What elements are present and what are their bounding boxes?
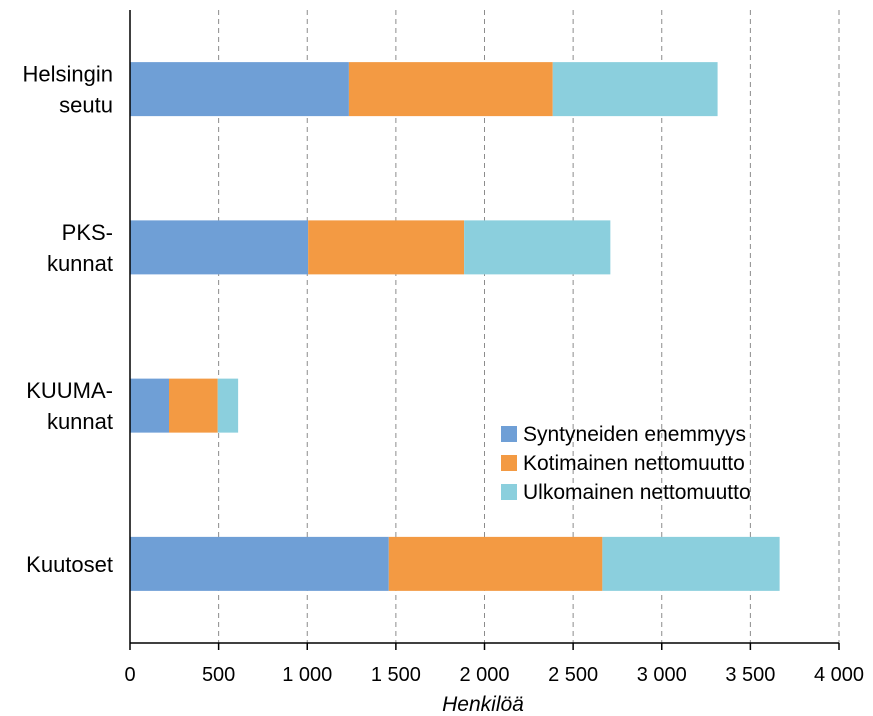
legend-swatch-2 — [501, 484, 517, 500]
x-tick-label-7: 3 500 — [725, 664, 775, 686]
x-axis-title: Henkilöä — [442, 693, 524, 716]
legend: Syntyneiden enemmyys Kotimainen nettomuut… — [501, 423, 751, 504]
category-label-2: KUUMA-kunnat — [26, 378, 113, 434]
bar-0-0 — [130, 62, 349, 117]
bar-3-2 — [602, 536, 780, 591]
bar-1-1 — [308, 220, 465, 275]
bar-2-2 — [217, 378, 239, 433]
category-labels: Helsingin seutuPKS-kunnatKUUMA-kunnatKuut… — [23, 62, 114, 577]
bar-2-1 — [168, 378, 218, 433]
category-label-line: KUUMA- — [26, 378, 113, 403]
category-label-1: PKS-kunnat — [47, 220, 113, 276]
axes — [129, 10, 840, 650]
category-label-0: Helsingin seutu — [23, 62, 114, 118]
bar-0-1 — [348, 62, 553, 117]
x-tick-label-2: 1 000 — [282, 664, 332, 686]
x-tick-label-8: 4 000 — [814, 664, 864, 686]
category-label-line: Kuutoset — [26, 552, 113, 577]
category-label-line: kunnat — [47, 409, 113, 434]
x-tick-label-0: 0 — [124, 664, 135, 686]
category-label-line: kunnat — [47, 251, 113, 276]
legend-swatch-0 — [501, 426, 517, 442]
legend-label-0: Syntyneiden enemmyys — [523, 423, 746, 446]
x-tick-label-6: 3 000 — [637, 664, 687, 686]
bar-3-0 — [130, 536, 389, 591]
x-tick-labels: 0 500 1 000 1 500 2 000 2 500 3 000 3 500 4 000 — [124, 664, 864, 686]
category-label-line: seutu — [59, 93, 113, 118]
bar-2-0 — [130, 378, 169, 433]
legend-swatch-1 — [501, 455, 517, 471]
legend-label-1: Kotimainen nettomuutto — [523, 452, 745, 475]
grid-lines — [218, 10, 840, 643]
x-tick-label-3: 1 500 — [371, 664, 421, 686]
category-label-3: Kuutoset — [26, 552, 113, 577]
bar-0-2 — [552, 62, 718, 117]
x-tick-label-4: 2 000 — [459, 664, 509, 686]
x-tick-label-5: 2 500 — [548, 664, 598, 686]
bar-1-2 — [464, 220, 611, 275]
category-label-line: PKS- — [62, 220, 113, 245]
bar-3-1 — [388, 536, 603, 591]
legend-label-2: Ulkomainen nettomuutto — [523, 481, 751, 504]
bars — [130, 62, 780, 591]
bar-1-0 — [130, 220, 309, 275]
x-tick-label-1: 500 — [202, 664, 235, 686]
category-label-line: Helsingin — [23, 62, 114, 87]
